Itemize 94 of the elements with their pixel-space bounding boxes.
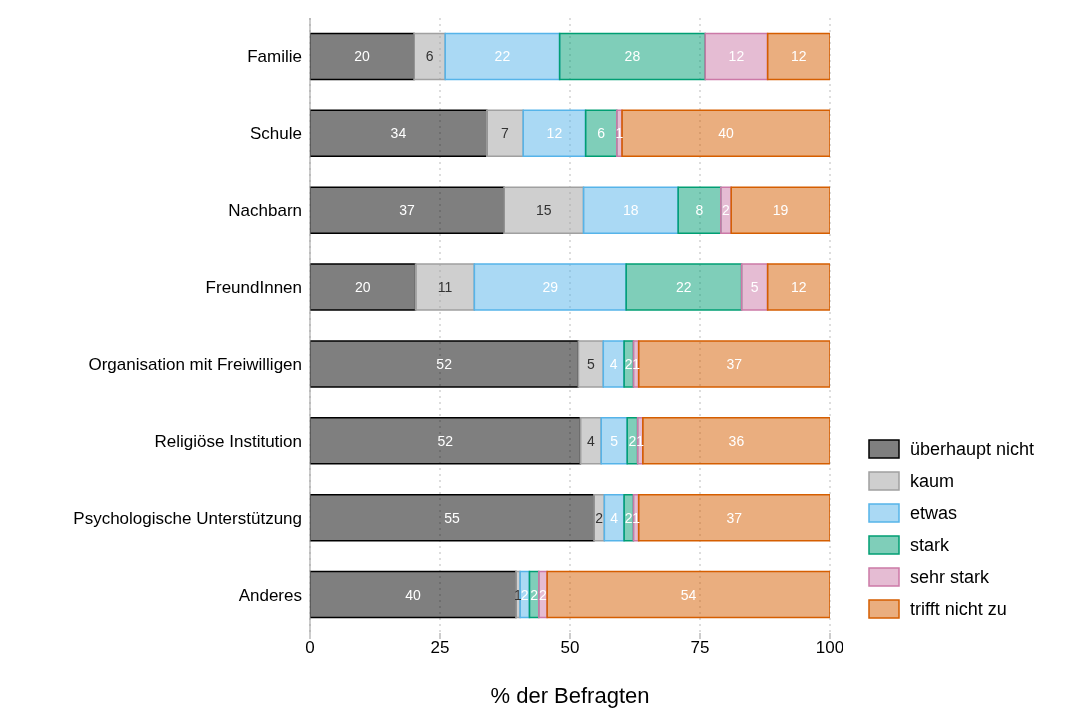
data-label: 22 xyxy=(676,279,692,295)
data-label: 28 xyxy=(624,48,641,65)
bar xyxy=(444,32,561,81)
y-tick-label: Organisation mit Freiwilligen xyxy=(88,354,302,374)
data-label: 11 xyxy=(437,279,453,295)
data-label: 36 xyxy=(728,432,745,449)
data-label: 52 xyxy=(436,355,453,372)
data-label: 40 xyxy=(718,125,734,142)
bar xyxy=(310,263,417,311)
data-label: 4 xyxy=(586,432,595,449)
bar xyxy=(704,32,769,81)
data-label: 2 xyxy=(722,202,731,219)
data-label: 55 xyxy=(444,509,460,526)
legend-label: trifft nicht zu xyxy=(910,598,1007,620)
data-label: 4 xyxy=(610,509,619,526)
bar xyxy=(310,109,488,157)
data-label: 18 xyxy=(623,202,639,219)
bar xyxy=(621,109,830,157)
bar xyxy=(625,263,743,311)
bar xyxy=(740,263,769,311)
data-label: 37 xyxy=(399,202,415,219)
data-label: 37 xyxy=(726,509,743,526)
legend-label: sehr stark xyxy=(910,566,990,588)
y-tick-label: Psychologische Unterstützung xyxy=(73,508,302,528)
data-label: 54 xyxy=(680,586,697,603)
legend-label: etwas xyxy=(910,502,958,524)
data-label: 52 xyxy=(437,432,454,449)
bar xyxy=(600,417,628,465)
data-label: 34 xyxy=(390,125,407,142)
bar xyxy=(414,263,476,311)
bar xyxy=(677,186,722,234)
legend-label: überhaupt nicht xyxy=(910,438,1035,460)
bar xyxy=(642,417,830,465)
bar xyxy=(503,186,585,234)
data-label: 12 xyxy=(728,48,745,65)
y-tick-label: Religiöse Institution xyxy=(154,431,302,451)
bar xyxy=(766,263,830,311)
data-label: 20 xyxy=(354,279,371,295)
data-label: 5 xyxy=(586,355,595,372)
bar xyxy=(730,186,830,234)
y-tick-label: Nachbarn xyxy=(228,201,302,221)
y-tick-label: Anderes xyxy=(238,585,302,605)
x-tick-label: 75 xyxy=(690,638,710,658)
data-label: 6 xyxy=(425,48,434,65)
data-label: 4 xyxy=(609,355,618,372)
bar xyxy=(310,570,517,619)
data-label: 12 xyxy=(791,48,807,65)
data-label: 2 xyxy=(624,509,633,526)
bar xyxy=(310,32,415,81)
data-label: 19 xyxy=(772,202,789,219)
data-label: 15 xyxy=(535,202,552,219)
data-label: 40 xyxy=(405,586,421,603)
bar xyxy=(310,186,505,234)
data-label: 2 xyxy=(520,586,529,603)
data-label: 2 xyxy=(595,509,604,526)
data-label: 37 xyxy=(726,355,743,372)
legend-label: stark xyxy=(910,534,950,556)
data-label: 5 xyxy=(610,432,619,449)
x-tick-label: 0 xyxy=(305,638,315,658)
data-label: 29 xyxy=(542,279,559,295)
bar xyxy=(522,109,587,157)
data-label: 22 xyxy=(494,48,511,65)
bar xyxy=(582,186,679,234)
legend-label: kaum xyxy=(910,470,955,492)
data-label: 7 xyxy=(501,125,510,142)
bar xyxy=(558,32,706,81)
data-label: 12 xyxy=(791,279,807,295)
bar xyxy=(310,340,580,388)
bar xyxy=(310,417,582,465)
data-label: 2 xyxy=(539,586,548,603)
data-label: 6 xyxy=(597,125,606,142)
data-label: 20 xyxy=(354,48,370,65)
y-tick-label: Schule xyxy=(250,124,302,144)
data-label: 2 xyxy=(628,432,637,449)
x-tick-label: 100 xyxy=(815,638,845,658)
data-label: 8 xyxy=(695,202,704,219)
bar xyxy=(546,570,830,619)
bar xyxy=(766,32,830,81)
y-tick-label: FreundInnen xyxy=(205,278,302,298)
data-label: 2 xyxy=(624,355,633,372)
data-label: 2 xyxy=(530,586,539,603)
data-label: 1 xyxy=(514,586,523,603)
bar xyxy=(584,109,618,157)
bar xyxy=(310,493,595,542)
data-label: 5 xyxy=(750,279,759,295)
data-label: 12 xyxy=(546,125,563,142)
bar xyxy=(413,32,446,81)
bar xyxy=(473,263,627,311)
y-tick-label: Familie xyxy=(247,47,302,67)
bar xyxy=(486,109,524,157)
x-tick-label: 50 xyxy=(560,638,580,658)
x-axis-title: % der Befragten xyxy=(490,683,650,708)
x-tick-label: 25 xyxy=(430,638,450,658)
bar xyxy=(577,340,605,388)
